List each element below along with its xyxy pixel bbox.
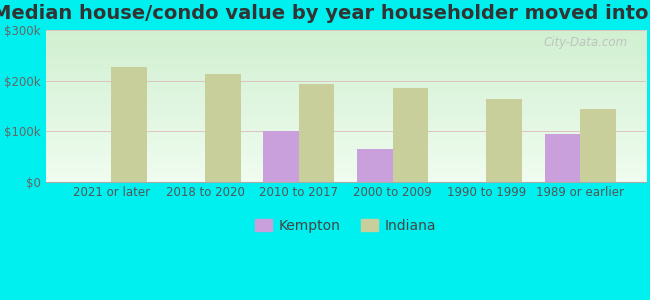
Bar: [580, 109, 616, 182]
Bar: [486, 100, 522, 182]
Title: Median house/condo value by year householder moved into unit: Median house/condo value by year househo…: [0, 4, 650, 23]
Bar: [205, 74, 240, 182]
Bar: [111, 67, 147, 182]
Bar: [357, 149, 393, 182]
Bar: [393, 88, 428, 182]
Bar: [299, 84, 335, 182]
Bar: [545, 134, 580, 182]
Text: City-Data.com: City-Data.com: [543, 36, 628, 49]
Legend: Kempton, Indiana: Kempton, Indiana: [250, 213, 442, 238]
Bar: [263, 131, 299, 182]
